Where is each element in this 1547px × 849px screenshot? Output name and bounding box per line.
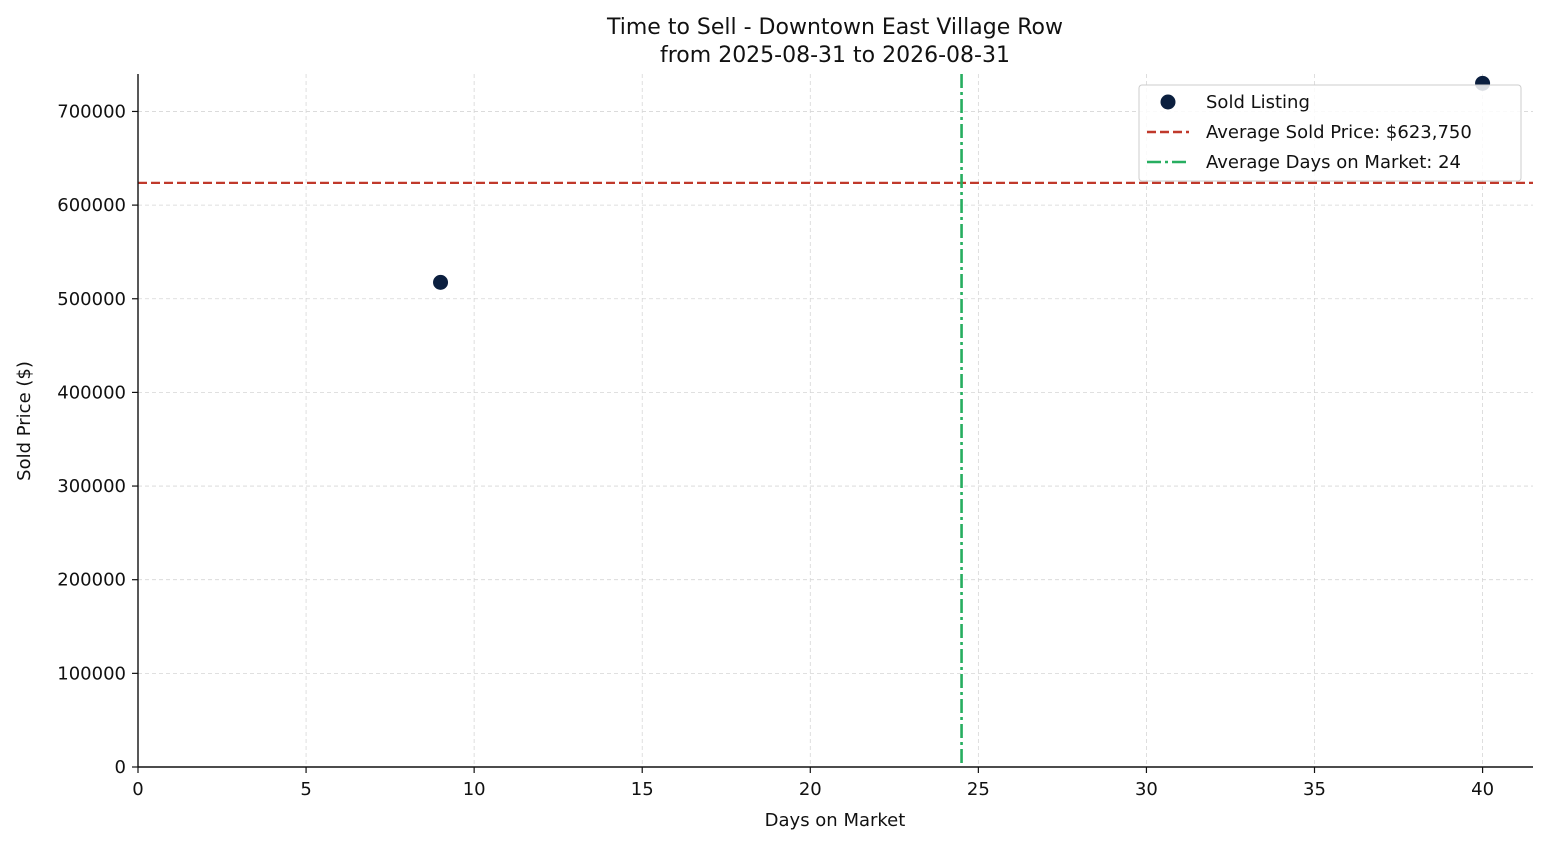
grid-layer bbox=[137, 74, 1533, 768]
x-tick-label: 35 bbox=[1303, 779, 1326, 800]
x-tick-label: 15 bbox=[631, 779, 654, 800]
x-tick-label: 30 bbox=[1135, 779, 1158, 800]
y-tick-label: 700000 bbox=[57, 101, 126, 122]
y-tick-label: 500000 bbox=[57, 289, 126, 310]
legend: Sold Listing Average Sold Price: $623,750… bbox=[1138, 84, 1522, 182]
y-tick-label: 0 bbox=[115, 757, 126, 778]
y-tick-label: 200000 bbox=[57, 570, 126, 591]
chart-title: Time to Sell - Downtown East Village Row bbox=[606, 15, 1063, 40]
y-tick-label: 400000 bbox=[57, 382, 126, 403]
x-tick-label: 0 bbox=[132, 779, 143, 800]
legend-label: Average Sold Price: $623,750 bbox=[1206, 122, 1472, 143]
y-tick-label: 300000 bbox=[57, 476, 126, 497]
legend-label: Average Days on Market: 24 bbox=[1206, 152, 1461, 173]
x-axis-label: Days on Market bbox=[765, 810, 906, 831]
x-tick-label: 20 bbox=[799, 779, 822, 800]
reference-lines bbox=[138, 74, 1533, 767]
y-tick-label: 100000 bbox=[57, 663, 126, 684]
legend-label: Sold Listing bbox=[1206, 92, 1310, 113]
axes: 0 5 10 15 20 25 30 35 40 0 100000 200000 300000 40000… bbox=[57, 74, 1533, 800]
data-point bbox=[433, 274, 449, 290]
x-tick-label: 10 bbox=[463, 779, 486, 800]
y-axis-label: Sold Price ($) bbox=[14, 361, 35, 481]
x-tick-label: 40 bbox=[1471, 779, 1494, 800]
x-tick-label: 5 bbox=[300, 779, 311, 800]
legend-marker-dot bbox=[1160, 94, 1176, 110]
legend-box bbox=[1138, 84, 1522, 182]
chart-subtitle: from 2025-08-31 to 2026-08-31 bbox=[660, 43, 1010, 68]
x-tick-label: 25 bbox=[967, 779, 990, 800]
y-tick-label: 600000 bbox=[57, 195, 126, 216]
